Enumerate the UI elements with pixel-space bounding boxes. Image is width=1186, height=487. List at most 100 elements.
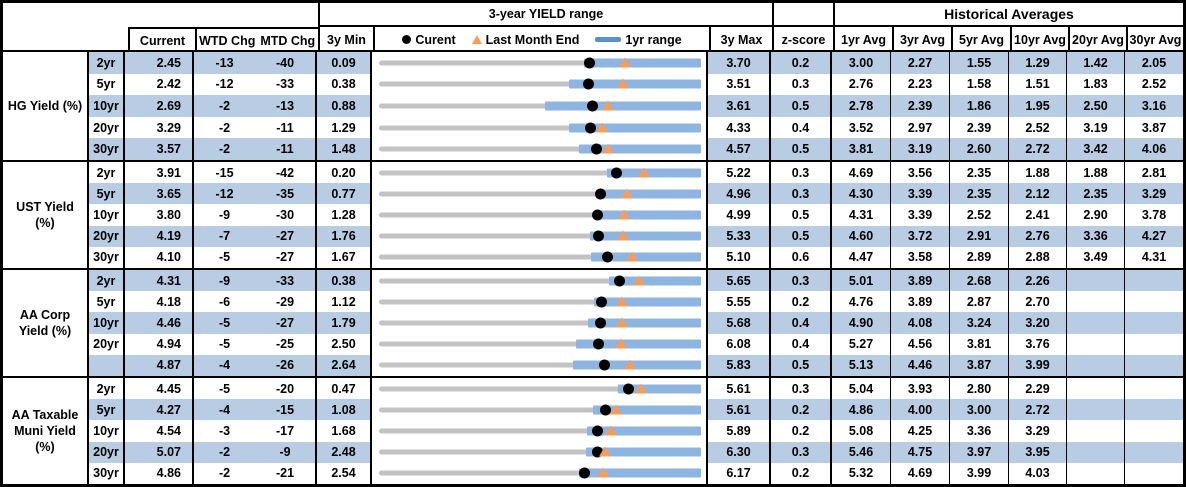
last-month-end-marker (601, 100, 614, 111)
current-marker (583, 78, 595, 90)
range-chart-cell (372, 183, 708, 205)
data-row: 10yr 3.80 -9 -30 1.28 4.99 0.5 4.31 3.39 2.52 2.41… (89, 204, 1183, 226)
group-label: UST Yield (%) (3, 162, 89, 268)
avg-value-0: 5.46 (832, 441, 891, 463)
avg-value-1: 4.08 (891, 312, 950, 334)
avg-value-2: 2.35 (950, 162, 1009, 184)
wtd-chg-value: -3 (194, 420, 255, 442)
data-row: 5yr 2.42 -12 -33 0.38 3.51 0.3 2.76 2.23 1.58 1.51… (89, 73, 1183, 96)
range-chart-cell (372, 462, 708, 484)
last-month-end-marker (596, 122, 609, 133)
last-month-end-marker (616, 317, 629, 328)
three-yr-range-track (379, 95, 701, 116)
data-row: 5yr 3.65 -12 -35 0.77 4.96 0.3 4.30 3.39 2.35 2.12… (89, 183, 1183, 205)
z-score-value: 0.5 (771, 138, 832, 160)
three-yr-max-value: 5.10 (708, 246, 771, 269)
avg-value-1: 2.39 (891, 95, 950, 117)
current-marker (592, 338, 604, 350)
col-header-1yr-avg: 1yr Avg (835, 27, 894, 52)
one-yr-range-bar (585, 447, 701, 457)
current-value: 3.80 (125, 204, 194, 226)
current-value: 4.27 (125, 399, 194, 421)
last-month-end-marker (597, 467, 610, 478)
z-score-value: 0.3 (771, 183, 832, 205)
three-yr-max-value: 3.70 (708, 52, 771, 74)
tenor-label: 20yr (89, 225, 125, 247)
current-marker (622, 383, 634, 395)
avg-value-5: 4.27 (1125, 225, 1183, 247)
avg-value-1: 3.19 (891, 138, 950, 160)
three-yr-range-line (379, 212, 701, 218)
z-score-value: 0.2 (771, 291, 832, 313)
current-value: 3.91 (125, 162, 194, 184)
z-score-value: 0.4 (771, 333, 832, 355)
three-yr-range-track (379, 463, 701, 484)
tenor-label: 5yr (89, 291, 125, 313)
mtd-chg-value: -27 (255, 246, 317, 269)
avg-value-3: 1.29 (1009, 52, 1067, 74)
current-value: 4.54 (125, 420, 194, 442)
mtd-chg-value: -35 (255, 183, 317, 205)
three-yr-range-track (379, 399, 701, 420)
one-yr-range-bar (594, 297, 701, 307)
three-yr-range-track (379, 183, 701, 204)
tenor-label: 30yr (89, 462, 125, 484)
legend-current: Curent (402, 33, 456, 47)
mtd-chg-value: -30 (255, 204, 317, 226)
three-yr-range-line (379, 170, 701, 176)
tenor-label: 30yr (89, 138, 125, 160)
avg-value-1: 3.39 (891, 204, 950, 226)
current-value: 5.07 (125, 441, 194, 463)
three-yr-range-track (379, 291, 701, 312)
avg-value-4 (1067, 312, 1125, 334)
range-chart-cell (372, 246, 708, 269)
one-yr-range-bar (584, 58, 701, 68)
avg-value-0: 5.01 (832, 270, 891, 292)
col-header-z-score: z-score (774, 27, 835, 52)
avg-value-3: 2.76 (1009, 225, 1067, 247)
three-yr-range-track (379, 117, 701, 138)
three-yr-max-value: 4.96 (708, 183, 771, 205)
mtd-chg-value: -15 (255, 399, 317, 421)
tenor-label: 20yr (89, 441, 125, 463)
mtd-chg-value: -40 (255, 52, 317, 74)
three-yr-max-value: 5.89 (708, 420, 771, 442)
current-value: 2.45 (125, 52, 194, 74)
data-row: 30yr 4.10 -5 -27 1.67 5.10 0.6 4.47 3.58 2.89 2.88… (89, 246, 1183, 269)
avg-value-2: 2.60 (950, 138, 1009, 160)
three-yr-range-line (379, 278, 701, 284)
avg-value-1: 4.46 (891, 354, 950, 377)
tenor-label: 5yr (89, 73, 125, 96)
data-row: 10yr 2.69 -2 -13 0.88 3.61 0.5 2.78 2.39 1.86 1.95… (89, 95, 1183, 117)
mtd-chg-value: -25 (255, 333, 317, 355)
avg-value-5: 2.52 (1125, 73, 1183, 96)
three-yr-max-value: 5.65 (708, 270, 771, 292)
one-yr-range-bar (568, 123, 701, 133)
avg-value-5: 3.16 (1125, 95, 1183, 117)
current-value: 3.65 (125, 183, 194, 205)
avg-value-0: 4.90 (832, 312, 891, 334)
col-header-current: Current (128, 27, 197, 52)
z-score-value: 0.3 (771, 378, 832, 400)
section-rows: 2yr 4.45 -5 -20 0.47 5.61 0.3 5.04 3.93 2.80 2.29 5… (89, 378, 1183, 484)
col-header-10yr-avg: 10yr Avg (1012, 27, 1070, 52)
tenor-label: 30yr (89, 246, 125, 269)
data-row: 20yr 4.19 -7 -27 1.76 5.33 0.5 4.60 3.72 2.91 2.76… (89, 225, 1183, 247)
three-yr-max-value: 3.61 (708, 95, 771, 117)
data-row: 4.87 -4 -26 2.64 5.83 0.5 5.13 4.46 3.87 3.99 (89, 354, 1183, 377)
current-dot-icon (402, 35, 412, 44)
tenor-label: 10yr (89, 420, 125, 442)
avg-value-4: 1.83 (1067, 73, 1125, 96)
group-label: AA Corp Yield (%) (3, 270, 89, 376)
three-yr-min-value: 0.09 (317, 52, 372, 74)
current-marker (595, 296, 607, 308)
three-yr-range-line (379, 407, 701, 413)
data-row: 30yr 4.86 -2 -21 2.54 6.17 0.2 5.32 4.69 3.99 4.03 (89, 462, 1183, 484)
avg-value-5 (1125, 312, 1183, 334)
three-yr-range-track (379, 378, 701, 399)
wtd-chg-value: -2 (194, 138, 255, 160)
one-yr-range-bar (545, 101, 701, 111)
avg-value-4: 2.50 (1067, 95, 1125, 117)
section-rows: 2yr 4.31 -9 -33 0.38 5.65 0.3 5.01 3.89 2.68 2.26 5… (89, 270, 1183, 377)
avg-value-2: 2.80 (950, 378, 1009, 400)
